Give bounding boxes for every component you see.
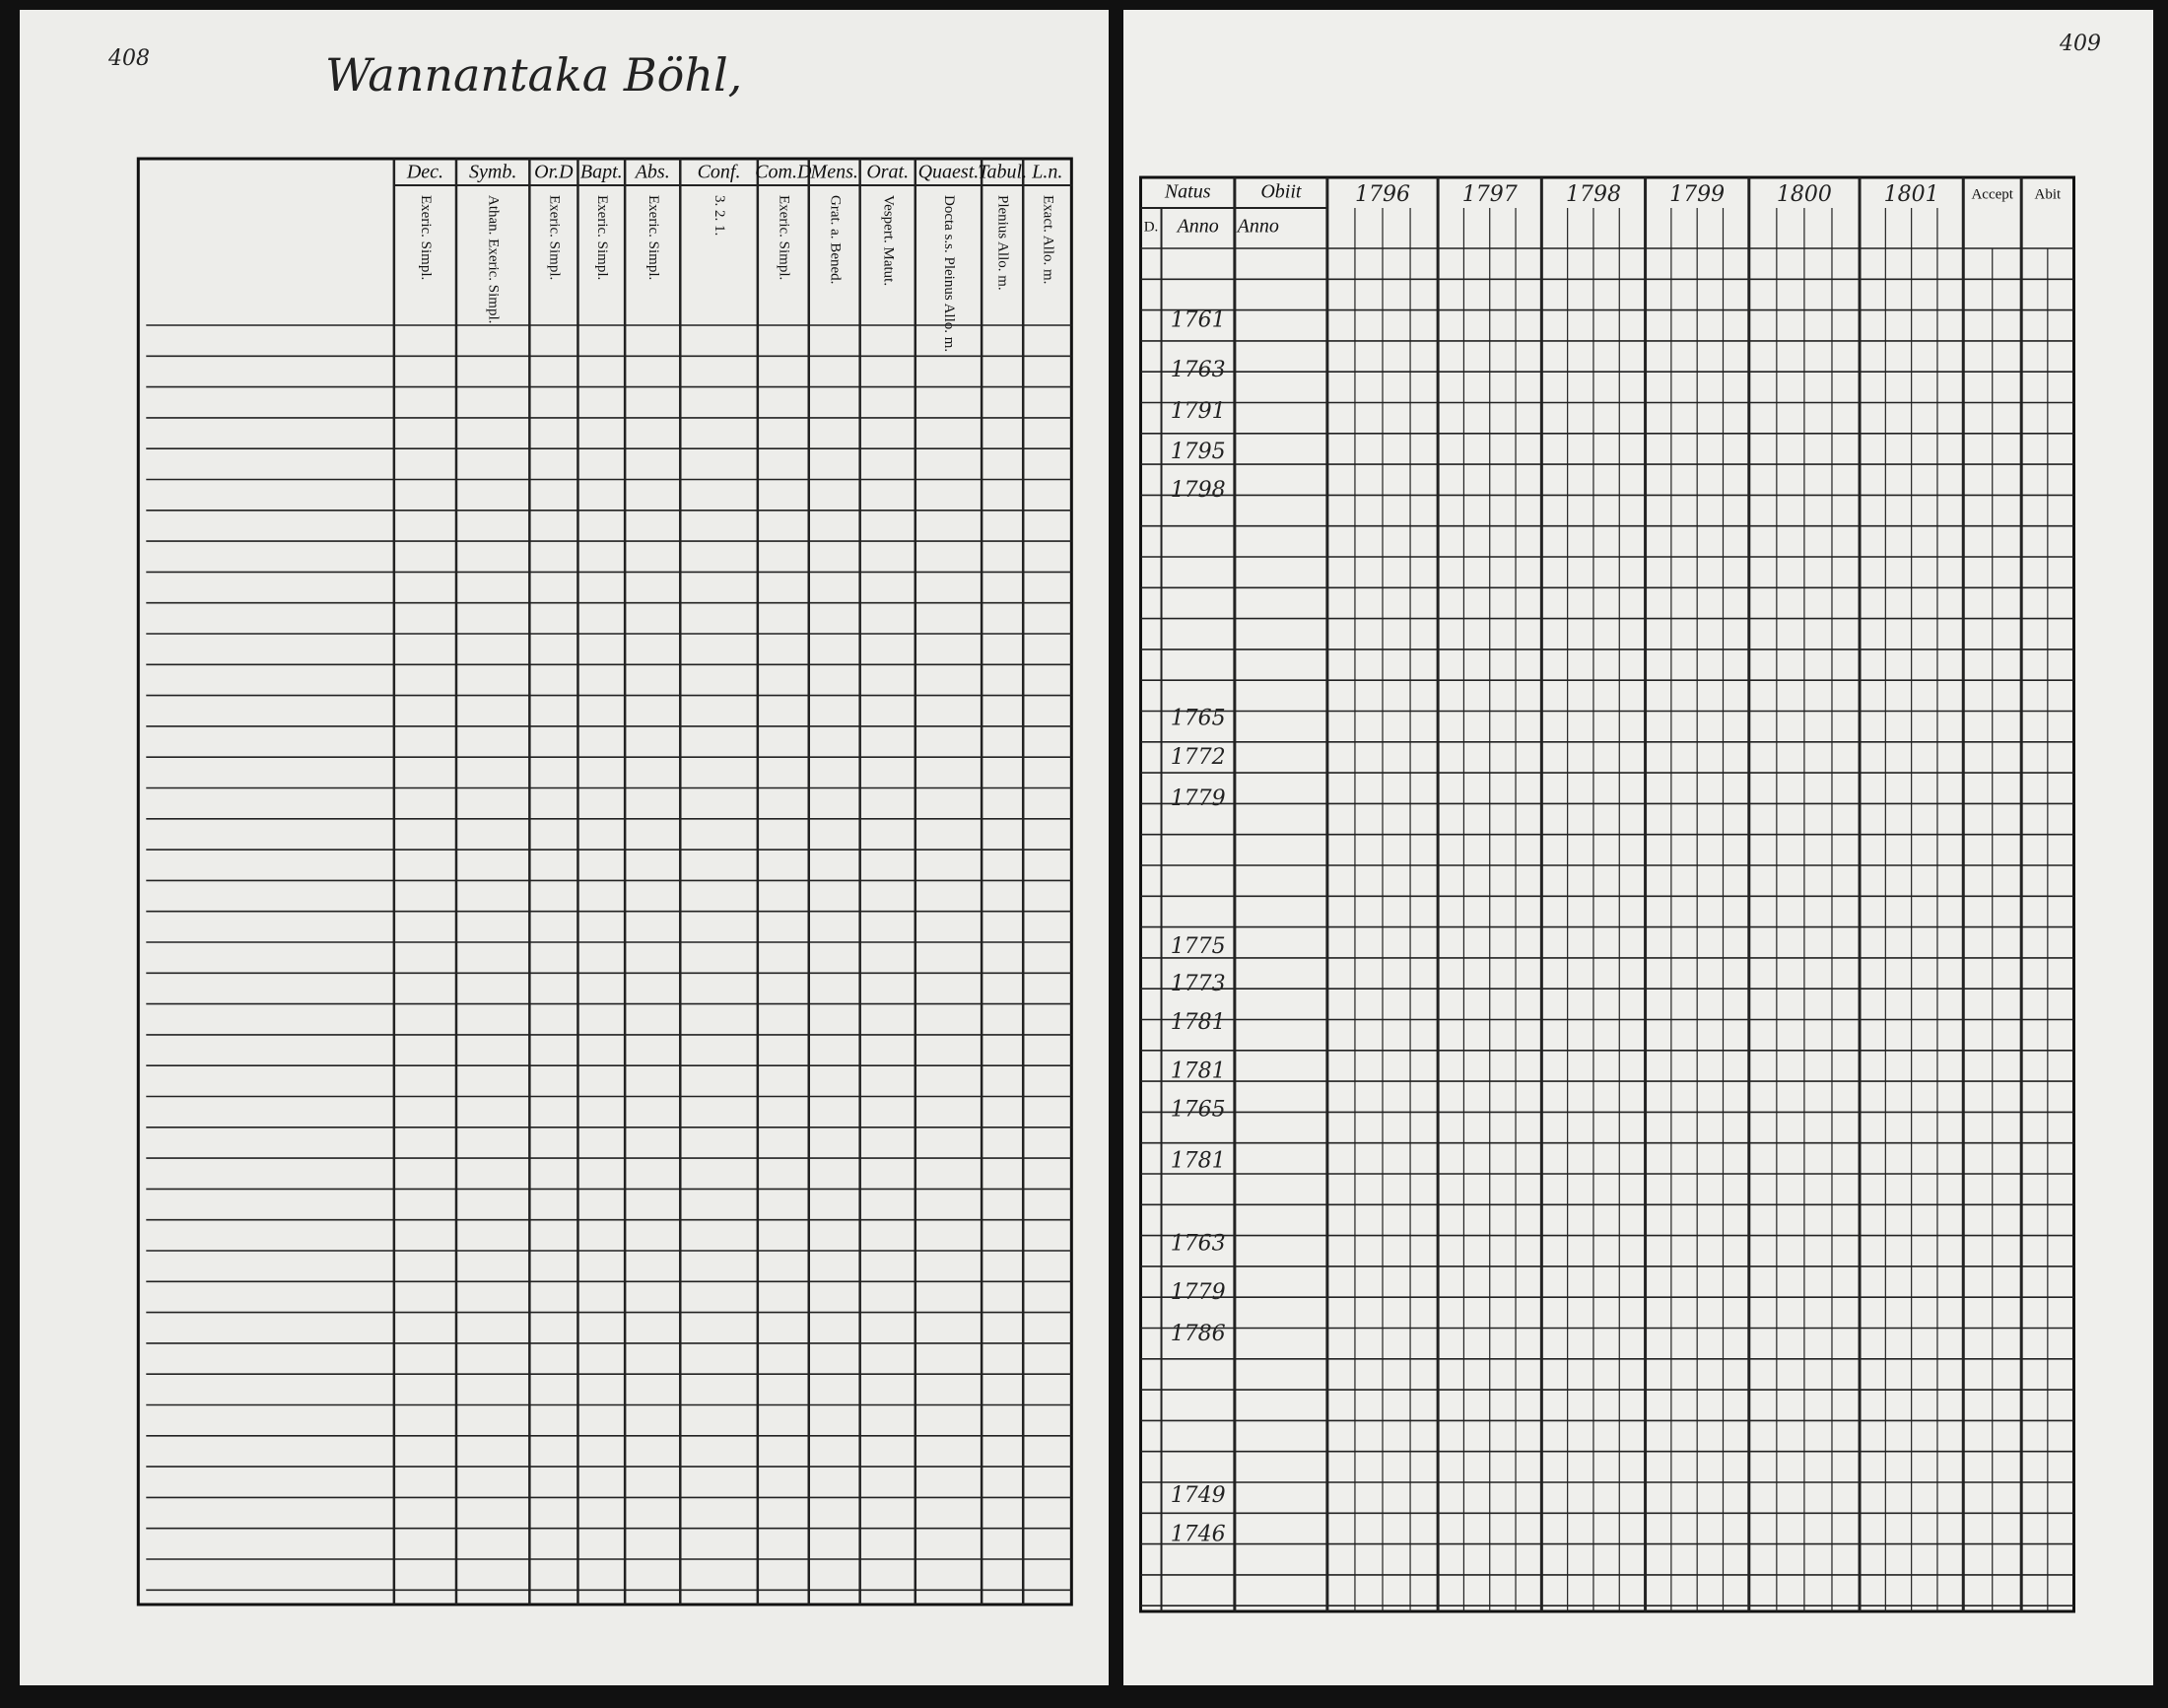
right-page xyxy=(1123,10,2153,1685)
birth-year: 1791 xyxy=(1171,399,1226,424)
column-subheader: Exact. Allo. m. xyxy=(1040,195,1055,284)
birth-year: 1765 xyxy=(1171,707,1226,731)
birth-year: 1772 xyxy=(1171,745,1226,770)
column-subheader: Exeric. Simpl. xyxy=(546,195,562,280)
page-number: 409 xyxy=(2059,32,2101,56)
column-subheader: Exeric. Simpl. xyxy=(776,195,791,280)
column-subheader: Vespert. Matut. xyxy=(880,195,896,286)
birth-year: 1773 xyxy=(1171,972,1226,996)
column-header: Conf. xyxy=(698,162,741,183)
birth-year: 1749 xyxy=(1171,1483,1226,1508)
year-header: 1797 xyxy=(1462,182,1518,207)
birth-year: 1763 xyxy=(1171,358,1226,382)
table-frame xyxy=(136,157,1073,1606)
column-header: Bapt. xyxy=(580,162,623,183)
column-subheader: Exeric. Simpl. xyxy=(594,195,610,280)
birth-year: 1781 xyxy=(1171,1059,1226,1083)
column-header: Accept xyxy=(1971,186,2013,202)
page-title: Wannantaka Böhl, xyxy=(325,48,742,102)
year-header: 1799 xyxy=(1669,182,1725,207)
left-page xyxy=(20,10,1109,1685)
birth-year: 1781 xyxy=(1171,1149,1226,1174)
birth-year: 1746 xyxy=(1171,1522,1226,1546)
year-header: 1798 xyxy=(1566,182,1621,207)
birth-year: 1786 xyxy=(1171,1322,1226,1346)
table-frame xyxy=(1138,175,2075,1613)
birth-year: 1765 xyxy=(1171,1098,1226,1123)
column-header: Mens. xyxy=(810,162,858,183)
column-header: Or.D xyxy=(534,162,574,183)
column-header: Symb. xyxy=(469,162,516,183)
column-subheader: D. xyxy=(1144,219,1159,235)
column-subheader: Exeric. Simpl. xyxy=(645,195,661,280)
column-header: L.n. xyxy=(1031,162,1062,183)
birth-year: 1775 xyxy=(1171,934,1226,959)
birth-year: 1779 xyxy=(1171,1280,1226,1305)
column-subheader: Exeric. Simpl. xyxy=(418,195,434,280)
birth-year: 1798 xyxy=(1171,478,1226,503)
birth-year: 1779 xyxy=(1171,786,1226,811)
column-header: Com.D xyxy=(755,162,812,183)
birth-year: 1761 xyxy=(1171,307,1226,332)
column-header: Abit xyxy=(2035,186,2063,202)
column-header: Tabul. xyxy=(978,162,1027,183)
year-header: 1800 xyxy=(1777,182,1832,207)
left-table: Dec. Exeric. Simpl. Symb. Athan. Exeric. Si… xyxy=(136,157,1073,1606)
birth-year: 1763 xyxy=(1171,1232,1226,1257)
column-subheader: 3. 2. 1. xyxy=(711,195,727,236)
year-header: 1796 xyxy=(1355,182,1410,207)
column-subheader: Anno xyxy=(1236,216,1279,238)
column-header: Dec. xyxy=(406,162,443,183)
year-header: 1801 xyxy=(1884,182,1939,207)
column-subheader: Athan. Exeric. Simpl. xyxy=(486,195,502,323)
column-subheader: Docta s.s. Pleinus Allo. m. xyxy=(941,195,957,352)
column-subheader: Anno xyxy=(1176,216,1219,238)
column-subheader: Grat. a. Bened. xyxy=(827,195,843,284)
page-number: 408 xyxy=(107,46,150,71)
column-header: Orat. xyxy=(866,162,909,183)
column-header: Abs. xyxy=(634,162,670,183)
column-header: Obiit xyxy=(1260,181,1302,203)
column-header: Natus xyxy=(1164,181,1211,203)
column-subheader: Plenius Allo. m. xyxy=(995,195,1011,291)
birth-year: 1795 xyxy=(1171,440,1226,464)
right-table: Natus D. Anno Obiit Anno 1796 1797 1798 1799 1800… xyxy=(1138,175,2075,1613)
column-header: Quaest. xyxy=(918,162,980,183)
birth-year: 1781 xyxy=(1171,1010,1226,1035)
